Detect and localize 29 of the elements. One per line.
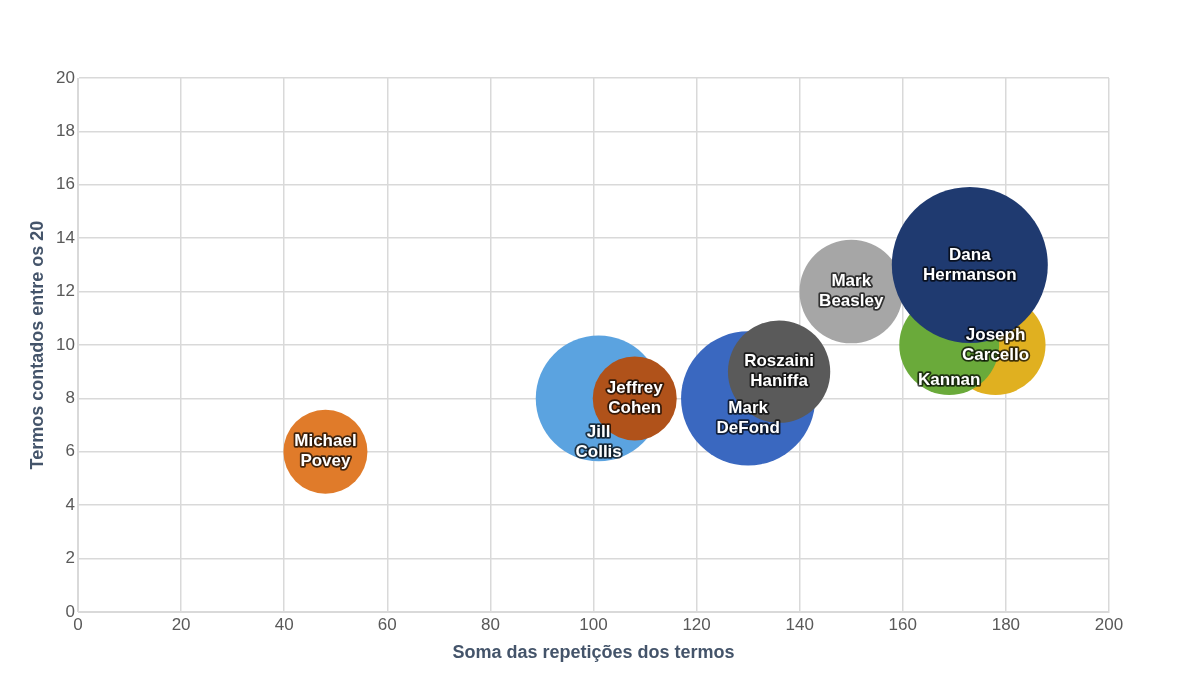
y-tick-label: 8 — [65, 388, 75, 408]
y-tick-label: 4 — [65, 494, 75, 514]
series-label: Jeffrey Cohen — [606, 378, 664, 418]
series-label: Dana Hermanson — [923, 244, 1017, 284]
y-tick-label: 12 — [56, 281, 75, 301]
y-tick-label: 0 — [65, 601, 75, 621]
series-label: Jill Collis — [575, 422, 622, 462]
x-tick-label: 40 — [274, 614, 294, 634]
y-tick-label: 10 — [56, 334, 75, 354]
x-tick-label: 80 — [480, 614, 500, 634]
y-tick-label: 16 — [56, 174, 75, 194]
x-tick-label: 20 — [171, 614, 191, 634]
x-tick-label: 60 — [377, 614, 397, 634]
y-tick-label: 14 — [56, 227, 75, 247]
y-tick-label: 6 — [65, 441, 75, 461]
y-tick-label: 20 — [56, 67, 75, 87]
x-tick-label: 160 — [888, 614, 917, 634]
x-tick-label: 100 — [579, 614, 608, 634]
y-tick-label: 18 — [56, 121, 75, 141]
series-label: Roszaini Haniffa — [744, 351, 815, 391]
series-label: Kannan — [918, 369, 981, 389]
x-tick-label: 140 — [785, 614, 814, 634]
y-tick-label: 2 — [65, 548, 75, 568]
y-axis-title: Termos contados entre os 20 — [27, 220, 48, 470]
x-tick-label: 120 — [682, 614, 711, 634]
x-tick-label: 180 — [991, 614, 1021, 634]
x-axis-title: Soma das repetições dos termos — [452, 642, 735, 663]
series-label: Michael Povey — [294, 431, 357, 471]
x-tick-label: 200 — [1094, 614, 1124, 634]
